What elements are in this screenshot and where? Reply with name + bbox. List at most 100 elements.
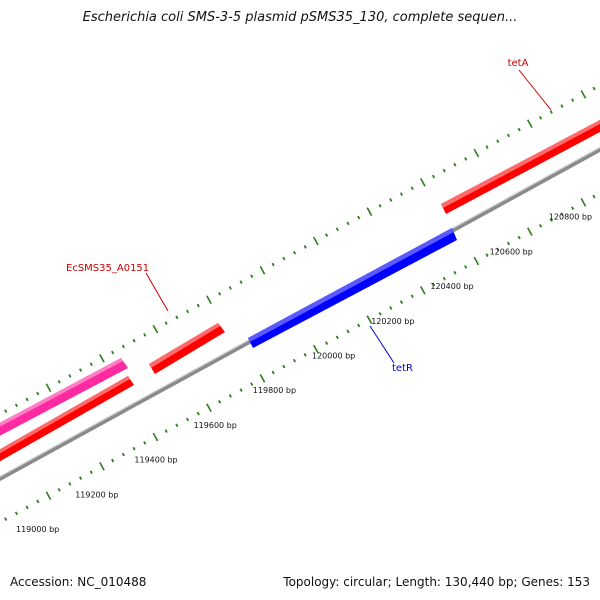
gene-forward-left-pink[interactable] bbox=[0, 358, 128, 441]
gene-tetR[interactable] bbox=[248, 228, 457, 348]
outer-minor-tick bbox=[571, 98, 575, 103]
inner-minor-tick bbox=[79, 476, 83, 480]
inner-minor-tick bbox=[164, 429, 168, 433]
tick-label: 119800 bp bbox=[253, 386, 296, 395]
inner-minor-tick bbox=[282, 364, 286, 369]
outer-minor-tick bbox=[346, 221, 350, 226]
outer-minor-tick bbox=[132, 338, 136, 343]
tick-label: 119200 bp bbox=[75, 490, 118, 499]
outer-minor-tick bbox=[464, 157, 468, 161]
outer-minor-tick bbox=[79, 368, 83, 372]
inner-major-tick bbox=[206, 403, 212, 412]
tick-label: 120000 bp bbox=[312, 352, 355, 361]
outer-minor-tick bbox=[111, 350, 115, 355]
tick-label: 120200 bp bbox=[371, 317, 414, 326]
outer-minor-tick bbox=[442, 168, 446, 173]
inner-minor-tick bbox=[432, 282, 436, 287]
gene-label-tetR[interactable]: tetR bbox=[392, 363, 413, 374]
inner-minor-tick bbox=[303, 353, 307, 357]
inner-minor-tick bbox=[506, 241, 510, 246]
outer-minor-tick bbox=[592, 86, 596, 91]
outer-major-tick bbox=[152, 324, 159, 334]
outer-minor-tick bbox=[36, 391, 40, 396]
inner-minor-tick bbox=[57, 487, 61, 492]
inner-minor-tick bbox=[228, 394, 232, 398]
inner-major-tick bbox=[259, 374, 266, 383]
inner-major-tick bbox=[99, 462, 105, 471]
outer-minor-tick bbox=[485, 145, 489, 150]
tick-label: 119400 bp bbox=[134, 456, 177, 465]
inner-minor-tick bbox=[271, 370, 275, 375]
outer-minor-tick bbox=[271, 262, 275, 267]
tick-label: 120800 bp bbox=[549, 213, 592, 222]
inner-major-tick bbox=[473, 256, 480, 266]
inner-minor-tick bbox=[36, 499, 40, 504]
inner-minor-tick bbox=[517, 235, 521, 240]
outer-minor-tick bbox=[218, 291, 222, 296]
outer-major-tick bbox=[366, 207, 373, 216]
inner-minor-tick bbox=[496, 247, 500, 252]
inner-minor-tick bbox=[399, 300, 404, 304]
inner-minor-tick bbox=[389, 306, 393, 310]
inner-minor-tick bbox=[25, 505, 29, 510]
inner-minor-tick bbox=[325, 341, 329, 345]
inner-minor-tick bbox=[292, 358, 297, 363]
outer-minor-tick bbox=[68, 374, 72, 378]
inner-minor-tick bbox=[357, 323, 361, 328]
inner-minor-tick bbox=[571, 206, 575, 211]
inner-minor-tick bbox=[239, 388, 243, 392]
outer-major-tick bbox=[526, 119, 533, 128]
outer-minor-tick bbox=[432, 174, 436, 179]
inner-minor-tick bbox=[121, 452, 125, 457]
gene-EcSMS35_A0151[interactable] bbox=[149, 323, 225, 374]
tick-label: 120400 bp bbox=[430, 282, 473, 291]
outer-minor-tick bbox=[517, 127, 521, 132]
inner-minor-tick bbox=[539, 223, 543, 228]
tetA-leader bbox=[518, 69, 552, 111]
outer-minor-tick bbox=[239, 280, 243, 284]
outer-major-tick bbox=[580, 90, 587, 99]
inner-minor-tick bbox=[485, 253, 489, 258]
inner-major-tick bbox=[419, 286, 426, 295]
map-title: Escherichia coli SMS-3-5 plasmid pSMS35_… bbox=[82, 10, 518, 25]
outer-minor-tick bbox=[196, 303, 200, 308]
outer-minor-tick bbox=[143, 333, 147, 337]
inner-minor-tick bbox=[89, 470, 93, 475]
outer-minor-tick bbox=[453, 162, 457, 167]
inner-minor-tick bbox=[14, 511, 18, 516]
inner-major-tick bbox=[152, 432, 159, 442]
outer-major-tick bbox=[473, 148, 480, 158]
outer-minor-tick bbox=[282, 256, 286, 261]
outer-minor-tick bbox=[410, 186, 414, 191]
inner-tick-track bbox=[4, 194, 596, 521]
outer-minor-tick bbox=[292, 250, 297, 255]
inner-major-tick bbox=[45, 491, 52, 500]
tick-label: 120600 bp bbox=[490, 247, 533, 256]
outer-minor-tick bbox=[57, 379, 61, 384]
inner-minor-tick bbox=[549, 218, 553, 222]
outer-minor-tick bbox=[325, 233, 329, 237]
outer-minor-tick bbox=[250, 274, 254, 279]
outer-minor-tick bbox=[186, 309, 190, 314]
inner-minor-tick bbox=[335, 335, 339, 340]
inner-minor-tick bbox=[378, 311, 382, 316]
gene-tetA[interactable] bbox=[441, 120, 600, 214]
gene-label-tetA[interactable]: tetA bbox=[508, 58, 529, 69]
inner-minor-tick bbox=[346, 329, 350, 334]
outer-minor-tick bbox=[560, 104, 564, 108]
outer-minor-tick bbox=[496, 139, 500, 144]
outer-minor-tick bbox=[549, 110, 553, 114]
tick-label-group: 119000 bp 119200 bp 119400 bp 119600 bp 1198… bbox=[16, 213, 592, 534]
outer-major-tick bbox=[259, 266, 266, 275]
inner-minor-tick bbox=[410, 294, 414, 299]
inner-minor-tick bbox=[464, 265, 468, 269]
outer-minor-tick bbox=[164, 321, 168, 325]
outer-minor-tick bbox=[175, 315, 179, 320]
gene-label-EcSMS35_A0151[interactable]: EcSMS35_A0151 bbox=[66, 263, 149, 274]
inner-minor-tick bbox=[560, 212, 564, 216]
outer-major-tick bbox=[419, 178, 426, 187]
gene-forward-left-red[interactable] bbox=[0, 376, 134, 467]
outer-minor-tick bbox=[389, 198, 393, 202]
inner-minor-tick bbox=[453, 270, 457, 275]
outer-minor-tick bbox=[4, 409, 8, 413]
